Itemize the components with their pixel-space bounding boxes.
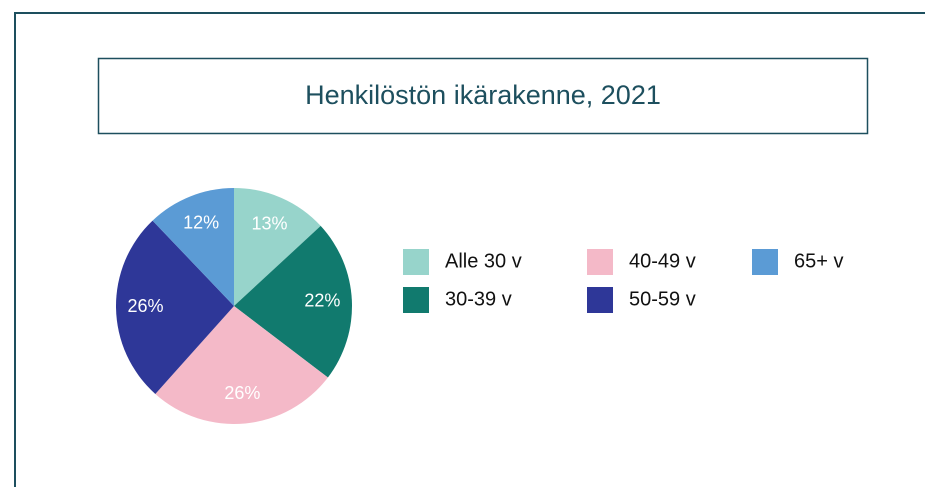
pie-slice <box>234 225 353 378</box>
slice-label: 26% <box>127 296 163 316</box>
legend-swatch <box>403 287 429 313</box>
pie-slice <box>155 306 328 424</box>
legend-label: 65+ v <box>794 250 843 272</box>
slice-label: 26% <box>224 383 260 403</box>
legend-label: 50-59 v <box>629 288 696 310</box>
slice-label: 13% <box>251 214 287 234</box>
legend-swatch <box>587 287 613 313</box>
pie-slice <box>234 188 321 306</box>
slice-label: 22% <box>304 291 340 311</box>
slice-label: 12% <box>183 213 219 233</box>
legend-swatch <box>587 249 613 275</box>
legend-label: 40-49 v <box>629 250 696 272</box>
legend-swatch <box>752 249 778 275</box>
pie-slice <box>115 220 234 394</box>
chart-title: Henkilöstön ikärakenne, 2021 <box>305 80 661 110</box>
legend-label: 30-39 v <box>445 288 512 310</box>
legend-swatch <box>403 249 429 275</box>
title-box <box>97 57 869 135</box>
pie-slice <box>152 188 234 306</box>
legend-label: Alle 30 v <box>445 250 522 272</box>
